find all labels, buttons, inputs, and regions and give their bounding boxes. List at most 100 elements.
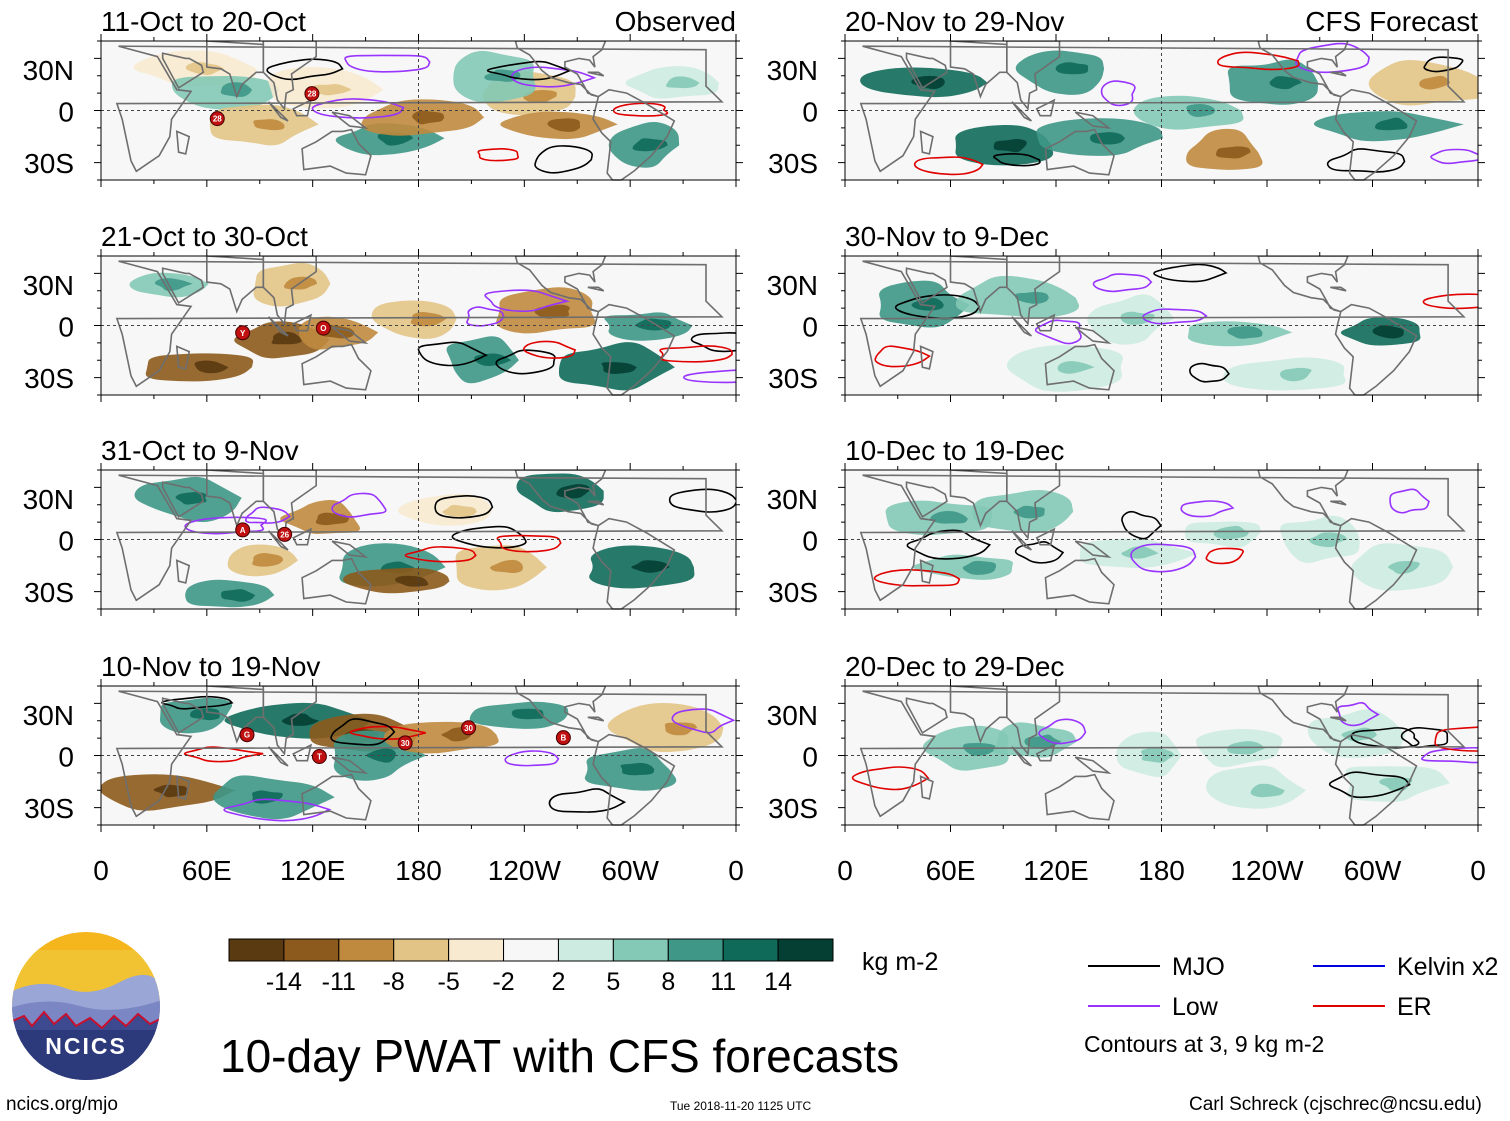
storm-marker [235, 522, 251, 538]
y-tick-label: 30N [767, 270, 818, 301]
coastline [1330, 716, 1347, 722]
pwat-core [547, 118, 581, 132]
coastline [1044, 557, 1115, 605]
storm-marker [239, 727, 255, 743]
contour-er [873, 568, 961, 587]
pwat-core [154, 278, 193, 291]
storm-marker [311, 748, 327, 764]
coastline [587, 716, 605, 722]
y-tick-label: 0 [58, 97, 74, 128]
pwat-core [252, 553, 284, 567]
colorbar-swatch [448, 938, 505, 962]
pwat-core [1057, 361, 1095, 374]
colorbar-swatch [777, 938, 834, 962]
timestamp: Tue 2018-11-20 1125 UTC [670, 1099, 812, 1113]
ncics-logo[interactable]: NCICS [10, 930, 162, 1082]
coastline [206, 686, 265, 744]
column-header: CFS Forecast [1305, 6, 1478, 37]
contour-mjo [1121, 510, 1162, 540]
coastline [331, 540, 369, 559]
pwat-core [1372, 325, 1404, 339]
coastline [1334, 88, 1418, 181]
coastline [1011, 530, 1032, 551]
y-tick-label: 0 [802, 742, 818, 773]
shading-group [115, 41, 724, 181]
contour-mjo [161, 695, 234, 710]
coastline [267, 746, 289, 767]
coastline [1035, 313, 1056, 332]
storm-label: 26 [280, 530, 289, 539]
pwat-core [220, 82, 252, 97]
x-tick-label: 0 [93, 855, 109, 886]
contour-mjo [486, 60, 572, 81]
contour-low [1389, 488, 1430, 514]
coastline [1011, 101, 1032, 122]
pwat-core [1090, 132, 1126, 145]
contour-low [1130, 543, 1197, 573]
colorbar-tick-label: 11 [710, 968, 736, 996]
pwat-core [253, 119, 285, 131]
y-tick-label: 0 [58, 526, 74, 557]
contour-low [1421, 746, 1478, 764]
y-tick-label: 0 [58, 742, 74, 773]
shading-group [115, 256, 736, 396]
colorbar-tick-label: 8 [661, 968, 675, 996]
main-title: 10-day PWAT with CFS forecasts [220, 1030, 900, 1082]
shading-inner [115, 470, 736, 610]
pwat-core [1280, 367, 1312, 382]
coastline [1074, 111, 1112, 130]
storm-marker [209, 111, 225, 127]
pwat-core [635, 318, 672, 331]
x-tick-label: 120E [1023, 855, 1088, 886]
pwat-core [185, 61, 224, 75]
coastline [262, 41, 317, 111]
coastline [262, 470, 317, 540]
coastline [1334, 733, 1418, 826]
pwat-core [631, 560, 670, 573]
contour-low [484, 289, 570, 313]
pwat-core [665, 76, 700, 89]
legend-label: Kelvin x2 [1397, 953, 1498, 981]
coastline [949, 256, 1008, 314]
colorbar-swatch [228, 938, 285, 962]
website-link[interactable]: ncics.org/mjo [6, 1094, 118, 1115]
shading-group [859, 41, 1478, 181]
storm-label: 30 [464, 724, 473, 733]
coastline [175, 345, 191, 370]
pwat-core [189, 708, 220, 721]
coastline [115, 474, 724, 602]
pwat-core [412, 110, 445, 125]
y-tick-label: 30N [23, 484, 74, 515]
panel-period: 10-Nov to 19-Nov [101, 651, 320, 682]
coastline [514, 41, 607, 98]
contour-low [1430, 148, 1478, 165]
shading-group [859, 256, 1478, 396]
storm-label: 30 [401, 739, 410, 748]
y-tick-label: 30N [23, 270, 74, 301]
map-panel-0-2: 30N 0 30S 31-Oct to 9-Nov A 26 [23, 435, 743, 616]
coastline [514, 470, 607, 527]
pwat-core [153, 784, 189, 798]
axes-layer: 0 60E 120E 180 120W 60W 0 0 60E 120E 180 120W 60W 0 [93, 855, 1486, 886]
colorbar-tick-label: 5 [606, 968, 620, 996]
coastline [1330, 500, 1347, 506]
shading-inner [101, 686, 736, 826]
panel-period: 10-Dec to 19-Dec [845, 435, 1064, 466]
coastline [1074, 326, 1112, 345]
coastline [919, 775, 934, 800]
pwat-core [442, 504, 477, 517]
panel-period: 11-Oct to 20-Oct [101, 6, 306, 37]
coastline [206, 470, 265, 528]
coastline [592, 733, 676, 826]
contour-mjo [434, 495, 494, 519]
coastline [206, 41, 265, 99]
x-tick-label: 0 [728, 855, 744, 886]
shading-inner [859, 256, 1478, 396]
y-tick-label: 0 [802, 312, 818, 343]
pwat-core [993, 138, 1027, 153]
pwat-core [1055, 62, 1089, 75]
colorbar-tick-label: -14 [266, 968, 302, 996]
contour-mjo [1014, 541, 1065, 564]
x-tick-label: 60W [1344, 855, 1402, 886]
contour-low [311, 98, 405, 119]
